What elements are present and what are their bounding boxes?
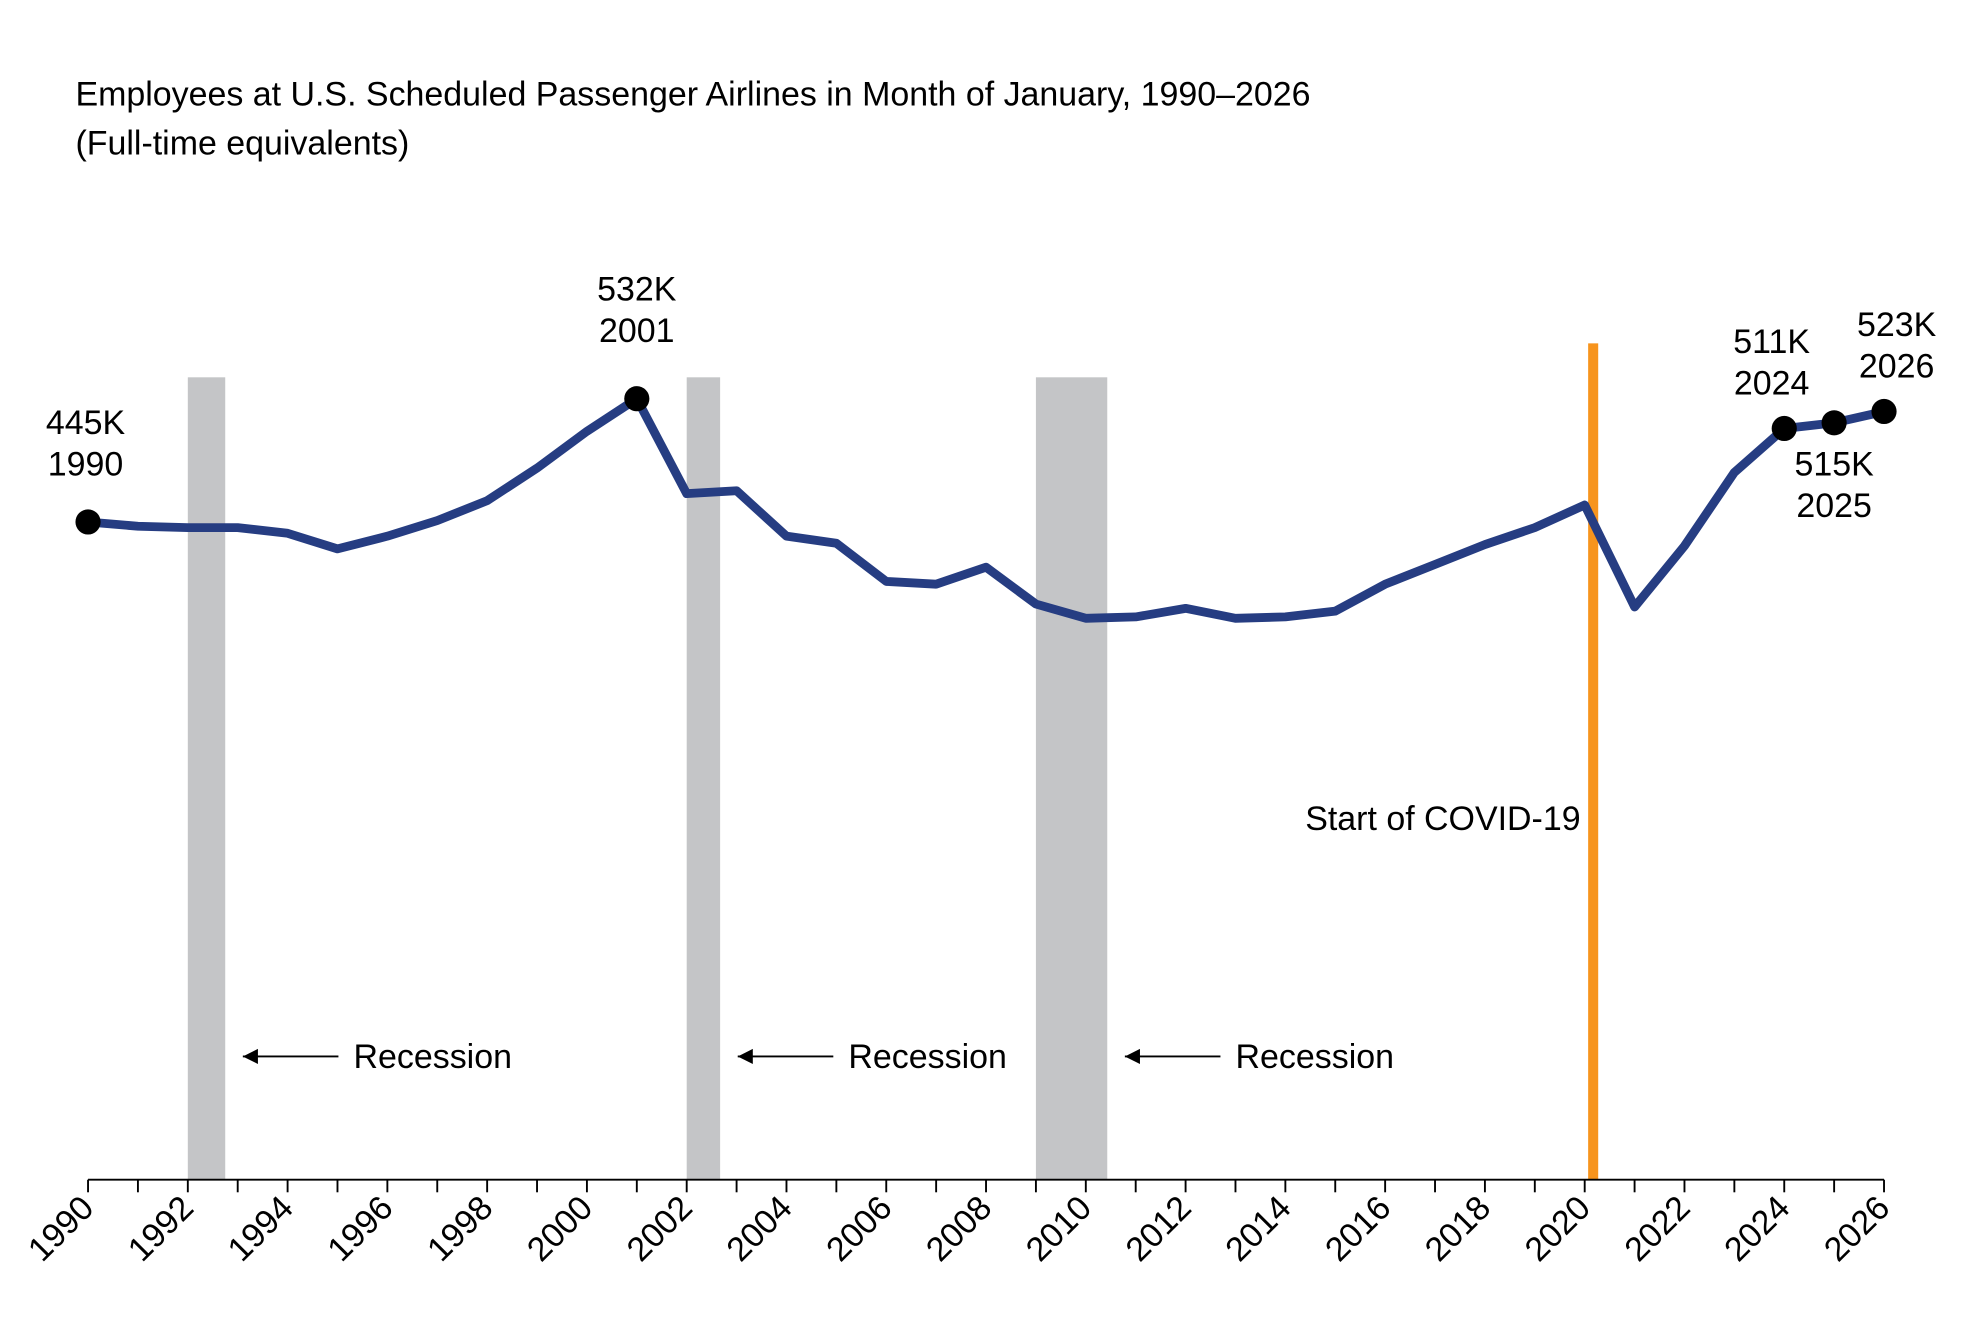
recession-band bbox=[686, 377, 721, 1180]
x-tick-label: 2000 bbox=[520, 1189, 600, 1269]
chart-title: Employees at U.S. Scheduled Passenger Ai… bbox=[75, 76, 1310, 114]
x-tick-label: 2002 bbox=[620, 1189, 700, 1269]
x-tick-label: 2024 bbox=[1717, 1189, 1797, 1269]
arrow-left-icon bbox=[242, 1048, 258, 1065]
x-tick-label: 2014 bbox=[1218, 1189, 1298, 1269]
recession-band bbox=[187, 377, 226, 1180]
point-year-label: 2026 bbox=[1859, 348, 1935, 386]
data-point bbox=[1821, 410, 1847, 436]
point-value-label: 445K bbox=[46, 404, 126, 442]
data-point bbox=[1871, 398, 1897, 425]
covid-line bbox=[1588, 343, 1599, 1180]
x-tick-label: 2020 bbox=[1518, 1189, 1598, 1269]
arrow-left-icon bbox=[1124, 1048, 1140, 1065]
x-tick-label: 1990 bbox=[21, 1189, 101, 1269]
x-tick-label: 1998 bbox=[420, 1189, 500, 1269]
point-value-label: 515K bbox=[1795, 446, 1875, 484]
point-value-label: 532K bbox=[597, 271, 677, 309]
x-tick-label: 2004 bbox=[719, 1189, 799, 1269]
x-tick-label: 2010 bbox=[1019, 1189, 1099, 1269]
x-tick-label: 2012 bbox=[1119, 1189, 1199, 1269]
x-tick-label: 2026 bbox=[1817, 1189, 1897, 1269]
x-tick-label: 2016 bbox=[1318, 1189, 1398, 1269]
series-line-group bbox=[87, 394, 1885, 623]
x-tick-label: 2018 bbox=[1418, 1189, 1498, 1269]
point-year-label: 1990 bbox=[48, 445, 124, 483]
x-tick-label: 2022 bbox=[1617, 1189, 1697, 1269]
recession-bands: Recession Recession Recession bbox=[187, 377, 1394, 1180]
x-axis: 1990 1992 1994 1996 1998 2000 2002 2004 2006 2008… bbox=[21, 1178, 1897, 1269]
recession-label: Recession bbox=[354, 1038, 512, 1076]
point-year-label: 2001 bbox=[599, 312, 675, 350]
data-point bbox=[624, 386, 650, 412]
x-tick-label: 1992 bbox=[121, 1189, 201, 1269]
x-tick-label: 2008 bbox=[919, 1189, 999, 1269]
data-point bbox=[75, 509, 101, 535]
point-year-label: 2024 bbox=[1734, 365, 1810, 403]
recession-label: Recession bbox=[1236, 1038, 1394, 1076]
recession-label: Recession bbox=[848, 1038, 1006, 1076]
covid-label: Start of COVID-19 bbox=[1305, 800, 1580, 838]
point-value-label: 511K bbox=[1733, 323, 1810, 361]
x-tick-label: 1996 bbox=[320, 1189, 400, 1269]
data-point bbox=[1771, 415, 1797, 442]
x-tick-label: 2006 bbox=[819, 1189, 899, 1269]
series-line bbox=[87, 394, 1885, 623]
chart-subtitle: (Full-time equivalents) bbox=[75, 125, 409, 163]
point-value-label: 523K bbox=[1857, 306, 1937, 344]
covid-marker: Start of COVID-19 bbox=[1305, 343, 1599, 1180]
point-year-label: 2025 bbox=[1796, 487, 1871, 525]
arrow-left-icon bbox=[737, 1048, 753, 1065]
x-tick-label: 1994 bbox=[221, 1189, 301, 1269]
recession-band bbox=[1035, 377, 1108, 1180]
